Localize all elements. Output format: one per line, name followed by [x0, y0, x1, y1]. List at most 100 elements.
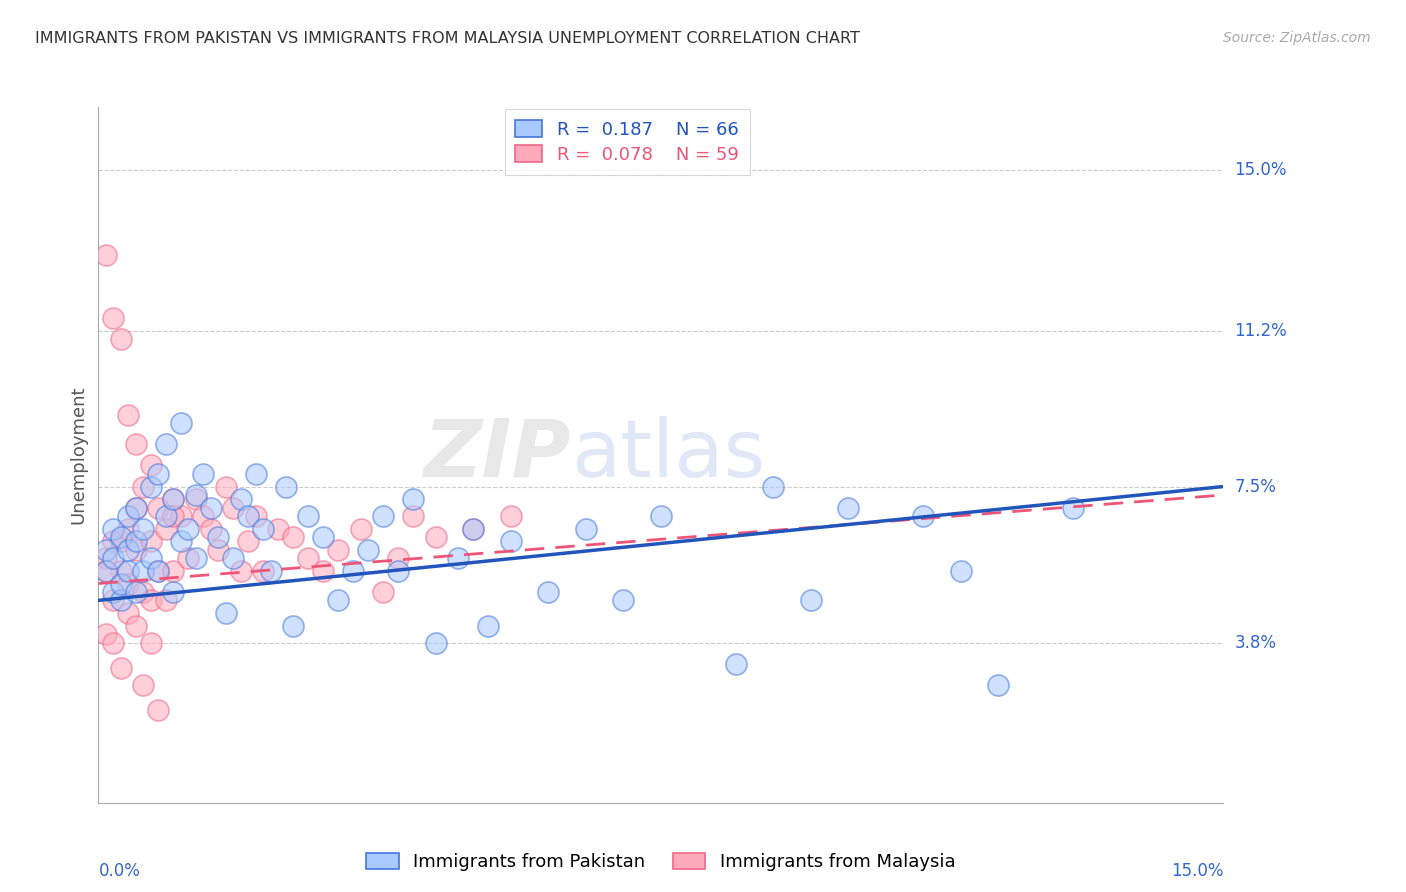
- Point: [373, 509, 395, 524]
- Point: [139, 458, 162, 473]
- Point: [125, 500, 148, 515]
- Point: [139, 479, 162, 493]
- Point: [245, 509, 267, 524]
- Point: [373, 585, 395, 599]
- Point: [139, 534, 162, 549]
- Point: [139, 593, 162, 607]
- Point: [110, 576, 132, 591]
- Point: [125, 585, 148, 599]
- Point: [312, 530, 335, 544]
- Point: [103, 551, 125, 566]
- Point: [125, 618, 148, 632]
- Point: [193, 509, 215, 524]
- Point: [139, 551, 162, 566]
- Point: [215, 606, 238, 620]
- Point: [328, 593, 350, 607]
- Point: [252, 564, 274, 578]
- Point: [103, 534, 125, 549]
- Point: [103, 593, 125, 607]
- Point: [184, 488, 207, 502]
- Point: [283, 530, 305, 544]
- Point: [463, 522, 485, 536]
- Text: 0.0%: 0.0%: [98, 862, 141, 880]
- Point: [987, 678, 1010, 692]
- Point: [499, 534, 522, 549]
- Text: 15.0%: 15.0%: [1171, 862, 1223, 880]
- Text: Source: ZipAtlas.com: Source: ZipAtlas.com: [1223, 31, 1371, 45]
- Point: [103, 310, 125, 325]
- Point: [215, 479, 238, 493]
- Point: [110, 534, 132, 549]
- Point: [110, 332, 132, 346]
- Point: [245, 467, 267, 481]
- Text: 15.0%: 15.0%: [1234, 161, 1286, 179]
- Text: IMMIGRANTS FROM PAKISTAN VS IMMIGRANTS FROM MALAYSIA UNEMPLOYMENT CORRELATION CH: IMMIGRANTS FROM PAKISTAN VS IMMIGRANTS F…: [35, 31, 860, 46]
- Legend: Immigrants from Pakistan, Immigrants from Malaysia: Immigrants from Pakistan, Immigrants fro…: [360, 846, 962, 879]
- Legend: R =  0.187    N = 66, R =  0.078    N = 59: R = 0.187 N = 66, R = 0.078 N = 59: [505, 109, 749, 175]
- Point: [267, 522, 290, 536]
- Point: [125, 534, 148, 549]
- Point: [162, 492, 184, 507]
- Point: [170, 417, 193, 431]
- Point: [162, 585, 184, 599]
- Point: [193, 467, 215, 481]
- Point: [94, 247, 117, 261]
- Point: [200, 500, 222, 515]
- Point: [537, 585, 560, 599]
- Point: [207, 542, 229, 557]
- Point: [425, 530, 447, 544]
- Point: [297, 509, 319, 524]
- Point: [177, 551, 200, 566]
- Point: [222, 500, 245, 515]
- Point: [125, 542, 148, 557]
- Point: [463, 522, 485, 536]
- Point: [229, 564, 252, 578]
- Point: [155, 437, 177, 451]
- Point: [94, 627, 117, 641]
- Point: [328, 542, 350, 557]
- Point: [103, 522, 125, 536]
- Point: [94, 551, 117, 566]
- Point: [132, 522, 155, 536]
- Point: [103, 585, 125, 599]
- Point: [238, 509, 260, 524]
- Point: [402, 492, 425, 507]
- Point: [184, 551, 207, 566]
- Point: [117, 576, 139, 591]
- Point: [297, 551, 319, 566]
- Point: [724, 657, 747, 671]
- Point: [252, 522, 274, 536]
- Point: [125, 437, 148, 451]
- Point: [139, 635, 162, 649]
- Point: [425, 635, 447, 649]
- Point: [117, 564, 139, 578]
- Point: [110, 530, 132, 544]
- Point: [499, 509, 522, 524]
- Point: [132, 479, 155, 493]
- Point: [350, 522, 373, 536]
- Point: [162, 492, 184, 507]
- Point: [117, 606, 139, 620]
- Point: [274, 479, 297, 493]
- Point: [342, 564, 364, 578]
- Point: [117, 509, 139, 524]
- Point: [260, 564, 283, 578]
- Point: [94, 564, 117, 578]
- Point: [148, 467, 170, 481]
- Point: [177, 522, 200, 536]
- Point: [949, 564, 972, 578]
- Point: [148, 500, 170, 515]
- Point: [207, 530, 229, 544]
- Point: [117, 522, 139, 536]
- Point: [170, 509, 193, 524]
- Point: [575, 522, 598, 536]
- Point: [184, 492, 207, 507]
- Point: [312, 564, 335, 578]
- Y-axis label: Unemployment: Unemployment: [69, 385, 87, 524]
- Point: [387, 564, 409, 578]
- Text: ZIP: ZIP: [423, 416, 571, 494]
- Point: [447, 551, 470, 566]
- Point: [912, 509, 935, 524]
- Text: 11.2%: 11.2%: [1234, 321, 1286, 340]
- Point: [110, 593, 132, 607]
